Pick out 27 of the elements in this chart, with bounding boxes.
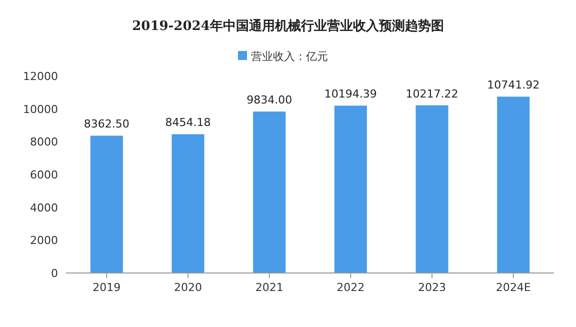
data-label: 8454.18 [165,116,211,130]
bar [90,136,123,273]
legend-label: 营业收入：亿元 [251,50,328,63]
y-tick-label: 6000 [30,168,58,182]
y-tick-label: 12000 [23,70,58,83]
chart-title: 2019-2024年中国通用机械行业营业收入预测趋势图 [132,18,444,34]
data-label: 9834.00 [246,94,292,107]
x-tick-label: 2019 [92,281,121,294]
bar [416,105,448,273]
x-tick-label: 2022 [336,281,365,294]
x-tick-label: 2024E [496,281,531,294]
x-tick-label: 2021 [255,281,284,294]
data-label: 10741.92 [487,78,540,92]
y-tick-label: 2000 [30,234,58,248]
y-tick-label: 4000 [30,201,58,214]
x-tick-label: 2020 [174,281,202,294]
bar [253,112,286,273]
bar [334,106,367,273]
y-tick-label: 8000 [30,136,58,149]
y-tick-label: 0 [51,267,58,280]
data-label: 10217.22 [406,87,458,100]
y-tick-label: 10000 [23,102,58,116]
data-label: 8362.50 [84,118,130,131]
bar [172,134,204,273]
data-label: 10194.39 [324,88,377,101]
x-tick-label: 2023 [418,281,446,294]
bar [497,96,530,273]
